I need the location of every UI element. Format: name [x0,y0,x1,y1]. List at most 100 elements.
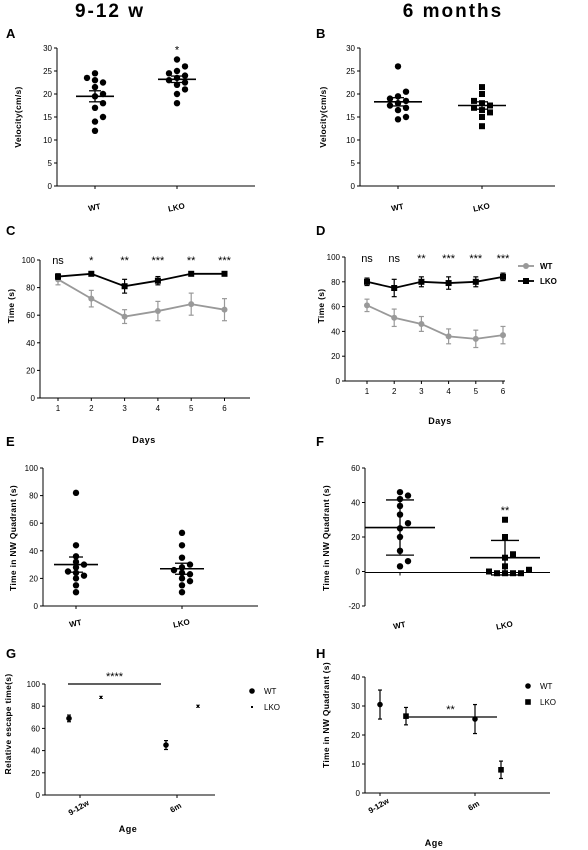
series-line-D-lko [366,275,504,289]
data-point-E-lko [178,589,186,596]
data-point-A-lko [165,70,173,77]
data-point-F-lko [502,516,508,523]
y-tick-label-G: 80 [31,702,40,711]
significance-label-C: ** [187,255,196,267]
data-point-D-lko [472,278,479,285]
data-point-A-wt [99,113,107,121]
data-point-A-wt [91,104,99,112]
data-point-F-wt [404,492,412,499]
xlabel-c: Days [132,435,156,445]
data-point-F-lko [510,551,516,558]
data-point-E-wt [80,572,88,579]
y-tick-label-B: 0 [351,182,356,191]
y-tick-label-A: 5 [48,159,53,168]
data-point-E-lko [178,554,186,561]
data-point-E-lko [178,575,186,582]
data-point-C-lko [154,277,161,284]
ylabel-h: Time in NW Quadrant (s) [321,662,331,768]
significance-label-H: ** [446,704,455,716]
data-point-F-lko [518,570,524,577]
legend-label-D: WT [540,262,553,271]
x-category-label-F: LKO [495,619,513,631]
x-category-label-F: WT [392,620,406,631]
y-tick-label-A: 20 [43,90,52,99]
x-tick-label-D: 5 [474,387,479,396]
ylabel-c: Time (s) [6,289,16,324]
significance-label-D: ns [388,253,400,265]
y-tick-label-C: 0 [31,394,36,403]
data-point-E-wt [72,582,80,589]
data-point-H-lko [498,767,504,773]
xlabel-d: Days [428,416,452,426]
y-tick-label-F: 60 [351,464,360,473]
y-tick-label-E: 60 [29,519,38,528]
y-tick-label-G: 100 [27,680,41,689]
data-point-A-wt [91,118,99,125]
data-point-D-wt [500,332,506,339]
y-tick-label-H: 20 [351,731,360,740]
data-point-F-lko [486,568,492,575]
panel-f: F Time in NW Quadrant (s) -20 0 20 40 60 WT LK… [316,434,550,632]
data-point-F-wt [404,520,412,527]
y-tick-label-D: 0 [336,377,341,386]
data-point-C-lko [55,273,61,280]
data-point-A-lko [181,79,189,86]
data-point-B-lko [479,91,485,97]
legend-marker-G [249,688,255,694]
y-tick-label-F: 40 [351,499,360,508]
data-point-A-lko [181,72,189,79]
data-point-F-lko [502,534,508,540]
data-point-D-lko [500,273,506,280]
data-point-B-wt [386,102,394,109]
y-tick-label-B: 20 [346,90,355,99]
data-point-F-wt [396,495,404,503]
x-category-label-E: LKO [172,617,190,629]
y-tick-label-D: 60 [331,303,340,312]
y-tick-label-G: 40 [31,747,40,756]
legend-label-H: LKO [540,698,556,707]
panel-label-e: E [6,434,15,449]
x-category-label-G: 6m [168,801,183,815]
y-tick-label-H: 30 [351,702,360,711]
xlabel-g: Age [119,824,138,834]
data-point-F-wt [396,488,404,496]
y-tick-label-A: 10 [43,136,52,145]
data-point-E-wt [72,553,80,560]
significance-label-D: ** [417,253,426,265]
data-point-D-lko [364,278,370,285]
legend-marker-D [523,278,529,284]
data-point-B-wt [402,113,410,121]
data-point-B-wt [394,106,402,114]
x-tick-label-C: 4 [156,404,161,413]
significance-label-A: * [175,45,180,57]
data-point-E-lko [178,542,186,549]
y-tick-label-G: 0 [36,791,41,800]
y-tick-label-B: 5 [351,159,356,168]
legend-label-D: LKO [540,277,557,286]
data-point-A-lko [173,90,181,98]
ylabel-f: Time in NW Quadrant (s) [321,485,331,591]
x-tick-label-C: 5 [189,404,194,413]
x-tick-label-D: 2 [392,387,397,396]
data-point-C-wt [154,308,161,315]
significance-label-D: *** [469,253,483,265]
data-point-C-lko [188,270,195,277]
data-point-E-lko [170,566,178,574]
significance-label-D: ns [361,253,373,265]
legend-marker-H [525,699,531,705]
panel-label-b: B [316,26,325,41]
panel-b: B Velocity(cm/s) 0 5 10 15 20 25 30 WT LKO [316,26,555,214]
data-point-F-lko [526,566,532,573]
data-point-C-lko [121,283,128,290]
data-point-E-wt [72,542,80,549]
data-point-E-lko [178,529,186,537]
data-point-G-lko [100,696,102,699]
x-tick-label-D: 3 [419,387,424,396]
legend-label-G: WT [264,687,277,696]
significance-label-G: **** [106,671,124,683]
legend-label-G: LKO [264,703,280,712]
series-line-C-lko [57,272,225,288]
series-line-D-wt [366,304,504,340]
data-point-E-wt [72,589,80,596]
